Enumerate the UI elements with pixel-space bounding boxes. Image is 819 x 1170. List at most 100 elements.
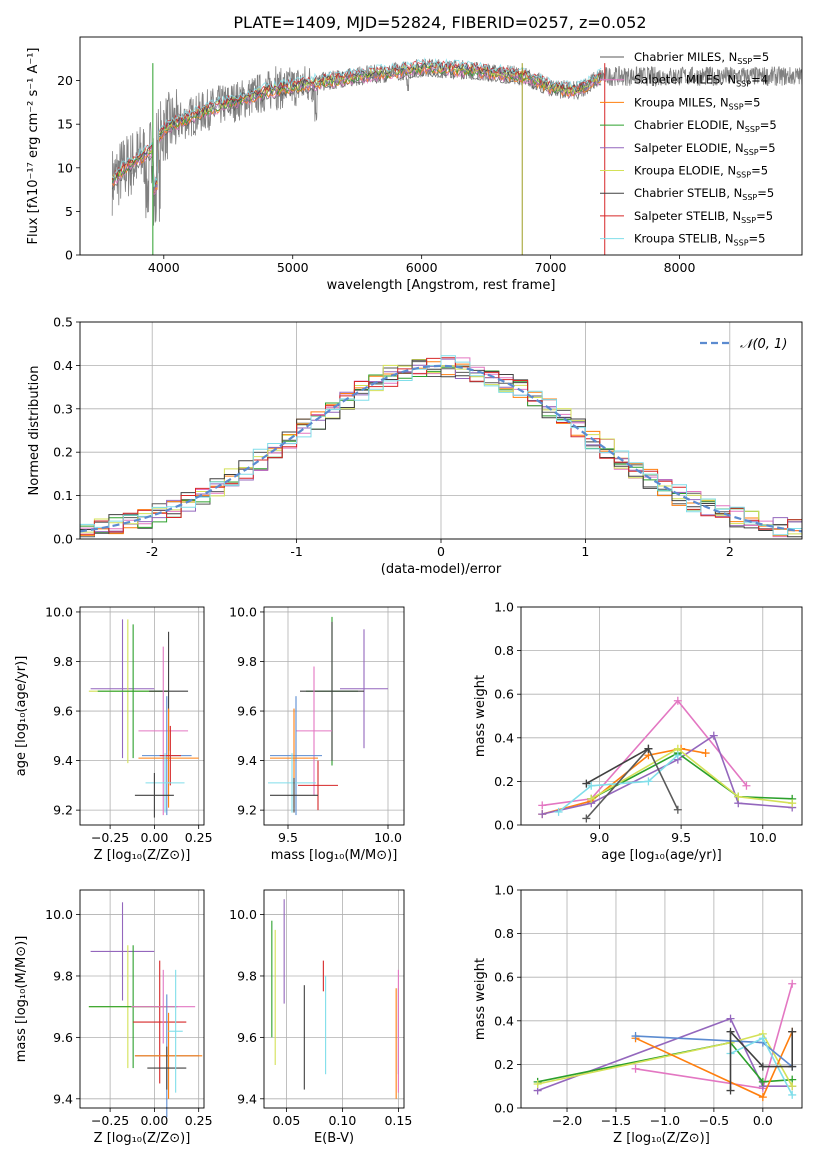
axes-frame [79, 889, 205, 1109]
y-tick-label: 0.0 [53, 532, 73, 547]
plot-area-spectrum [111, 57, 802, 255]
legend-entry-0: Chabrier MILES, NSSP=5 [634, 50, 769, 66]
data-point-8 [145, 753, 185, 813]
model-line-8 [111, 57, 602, 188]
weight-marker [758, 1093, 767, 1102]
y-tick-label: 9.6 [237, 1030, 257, 1045]
x-tick-label: 9.5 [671, 830, 691, 845]
legend-entry-1: Salpeter MILES, NSSP=4 [634, 73, 768, 89]
x-tick-label: 10.0 [374, 830, 402, 845]
weight-marker [726, 1014, 735, 1023]
weight-marker [788, 1062, 797, 1071]
weight-line-4 [590, 747, 793, 804]
y-tick-label: 0.8 [494, 926, 514, 941]
model-line-4 [112, 63, 602, 193]
y-tick-label: 1.0 [494, 600, 514, 615]
data-point-6 [138, 708, 199, 808]
model-line-7 [111, 59, 602, 186]
y-tick-label: 0 [65, 248, 73, 263]
weight-marker [726, 1086, 735, 1095]
weight-marker [734, 792, 743, 801]
y-tick-label: 15 [57, 117, 73, 132]
y-tick-label: 10.0 [45, 907, 73, 922]
x-tick-label: −2.0 [552, 1113, 582, 1128]
data-point-8 [168, 969, 183, 1093]
legend-entry-3: Chabrier ELODIE, NSSP=5 [634, 118, 777, 134]
y-tick-label: 20 [57, 73, 73, 88]
y-tick-label: 9.2 [53, 803, 73, 818]
legend-normal-label: 𝒩(0, 1) [740, 337, 787, 352]
x-tick-label: 9.5 [278, 830, 298, 845]
data-point-6 [298, 760, 338, 811]
y-tick-label: 0.4 [53, 358, 73, 373]
legend-entry-5: Kroupa ELODIE, NSSP=5 [634, 164, 768, 180]
y-tick-label: 9.4 [53, 1091, 73, 1106]
x-tick-label: 5000 [277, 260, 309, 275]
weight-marker [788, 1027, 797, 1036]
weight-marker [587, 794, 596, 803]
y-tick-label: 10 [57, 160, 73, 175]
y-tick-label: 0.6 [494, 970, 514, 985]
histogram-series-8 [79, 355, 802, 539]
x-axis-label: Z [log₁₀(Z/Z⊙)] [613, 1131, 710, 1146]
legend-entry-4: Salpeter ELODIE, NSSP=5 [634, 141, 776, 157]
weight-line-3 [537, 1032, 793, 1087]
data-point-4 [131, 969, 196, 1044]
model-line-0 [111, 68, 602, 197]
y-tick-label: 0.6 [494, 687, 514, 702]
normal-distribution-curve [79, 364, 803, 533]
weight-line-5 [558, 754, 679, 813]
x-tick-label: −1.0 [650, 1113, 680, 1128]
spectrum-legend: Chabrier MILES, NSSP=5 Salpeter MILES, NS… [600, 50, 777, 248]
y-tick-label: 0.5 [53, 315, 73, 330]
weight-line-3 [590, 752, 793, 800]
weight-line-1 [537, 1017, 793, 1092]
y-axis-label: mass weight [473, 675, 488, 757]
weight-marker [587, 781, 596, 790]
model-line-3 [111, 64, 602, 191]
weight-marker [644, 777, 653, 786]
plot-area-mass-vs-Z [88, 902, 203, 1118]
x-axis-label: wavelength [Angstrom, rest frame] [327, 278, 556, 293]
x-tick-label: 6000 [406, 260, 438, 275]
x-tick-label: 0.25 [185, 1113, 213, 1128]
histogram-series-7 [79, 357, 802, 539]
x-axis-label: Z [log₁₀(Z/Z⊙)] [94, 848, 191, 863]
chart-residuals: -2 -1 0 1 2 0.0 0.1 0.2 0.3 0.4 0.5 (data-model)/er… [27, 315, 803, 577]
chart-mass-vs-EBV: 0.05 0.10 0.15 9.4 9.6 9.8 10.0 E(B-V) [229, 889, 412, 1146]
y-tick-label: 0.1 [53, 488, 73, 503]
weight-marker [726, 1027, 735, 1036]
weight-marker [788, 799, 797, 808]
weight-marker [631, 1032, 640, 1041]
weight-marker [788, 1082, 797, 1091]
weight-marker [554, 807, 563, 816]
data-point-7 [268, 753, 316, 813]
x-tick-label: 0.15 [384, 1113, 412, 1128]
y-tick-label: 1.0 [494, 883, 514, 898]
data-point-8 [270, 777, 318, 813]
weight-marker [788, 979, 797, 988]
axes-frame [79, 36, 803, 256]
x-tick-label: 0.05 [272, 1113, 300, 1128]
x-tick-label: 10.0 [749, 830, 777, 845]
y-tick-label: 10.0 [229, 907, 257, 922]
legend-entry-7: Salpeter STELIB, NSSP=5 [634, 209, 773, 225]
weight-line-0 [542, 699, 748, 807]
data-point-4 [138, 646, 189, 816]
y-axis-label: age [log₁₀(age/yr)] [14, 656, 29, 777]
weight-marker [673, 805, 682, 814]
x-axis-label: Z [log₁₀(Z/Z⊙)] [94, 1131, 191, 1146]
x-tick-label: 0.00 [140, 1113, 168, 1128]
y-tick-label: 0.4 [494, 730, 514, 745]
x-tick-label: −1.5 [601, 1113, 631, 1128]
y-tick-label: 0.8 [494, 643, 514, 658]
data-point-3 [296, 666, 332, 796]
axes-frame [263, 606, 405, 826]
plot-area-age-vs-Z [88, 619, 199, 818]
y-tick-label: 10.0 [45, 604, 73, 619]
chart-mass-vs-Z: −0.25 0.00 0.25 9.4 9.6 9.8 10.0 Z [log₁₀(Z/Z⊙)… [14, 889, 213, 1146]
y-tick-label: 0.2 [53, 445, 73, 460]
x-tick-label: −0.25 [91, 1113, 129, 1128]
data-point-0 [340, 629, 388, 749]
y-axis-label: Normed distribution [27, 366, 42, 496]
